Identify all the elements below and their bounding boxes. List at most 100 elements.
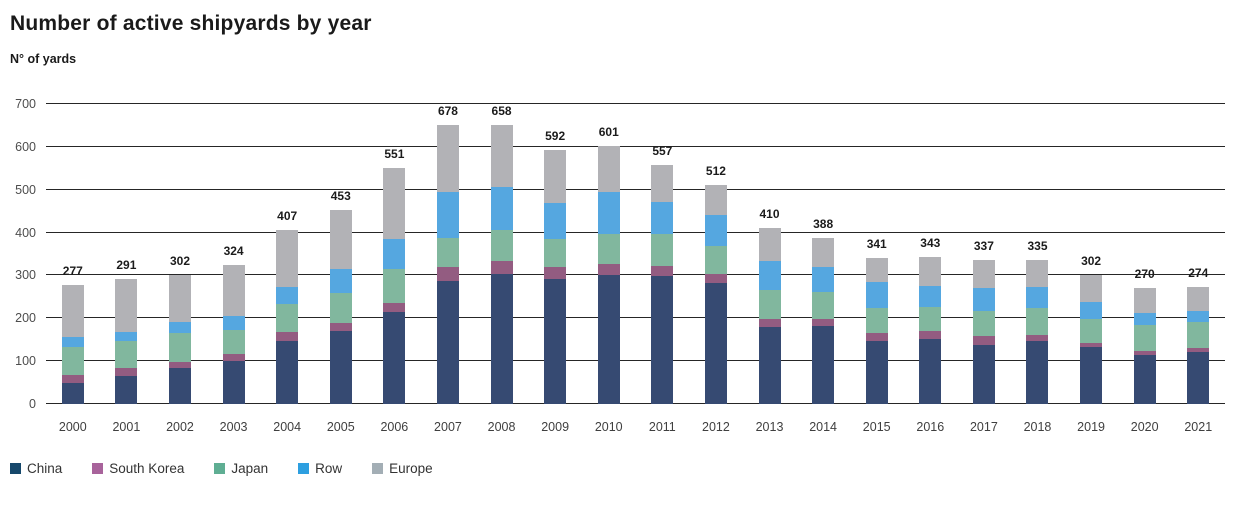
bar-segment-china-2021 (1187, 351, 1210, 404)
x-tick-label-2013: 2013 (755, 420, 784, 434)
bar-segment-europe-2011 (651, 165, 674, 202)
bar-column-2000: 277 (46, 104, 100, 404)
bar-segment-china-2008 (490, 274, 513, 404)
gridline-300 (46, 274, 1225, 276)
bar-segment-china-2010 (597, 275, 620, 404)
y-tick-label-600: 600 (15, 139, 36, 154)
bar-column-2002: 302 (153, 104, 207, 404)
bar-column-2005: 453 (314, 104, 368, 404)
bar-segment-south-korea-2003 (222, 354, 245, 362)
bar-column-2016: 343 (904, 104, 958, 404)
bar-segment-south-korea-2005 (329, 322, 352, 331)
bar-column-2015: 341 (850, 104, 904, 404)
x-tick-label-2010: 2010 (594, 420, 623, 434)
bar-column-2013: 410 (743, 104, 797, 404)
bar-segment-japan-2020 (1133, 325, 1156, 352)
bar-column-2009: 592 (528, 104, 582, 404)
bar-segment-china-2005 (329, 330, 352, 404)
bar-segment-china-2015 (865, 341, 888, 404)
bar-segment-row-2010 (597, 191, 620, 234)
legend-label: Europe (389, 461, 433, 476)
bar-segment-south-korea-2011 (651, 266, 674, 276)
x-tick-label-2012: 2012 (702, 420, 730, 434)
bar-column-2008: 658 (475, 104, 529, 404)
bar-segment-europe-2002 (168, 274, 191, 323)
bar-segment-china-2004 (276, 341, 299, 404)
bar-segment-europe-2016 (919, 257, 942, 287)
bar-segment-china-2016 (919, 338, 942, 404)
bar-segment-japan-2001 (115, 341, 138, 368)
bar-segment-south-korea-2015 (865, 333, 888, 341)
bar-column-2001: 291 (100, 104, 154, 404)
bar-segment-south-korea-2017 (972, 335, 995, 345)
legend-swatch-icon (92, 463, 104, 474)
total-label-2013: 410 (759, 207, 780, 222)
bar-segment-row-2014 (812, 266, 835, 292)
bar-segment-europe-2012 (704, 184, 727, 215)
bar-segment-row-2011 (651, 201, 674, 234)
bar-segment-china-2000 (61, 382, 84, 404)
legend-item-row: Row (298, 461, 342, 476)
bar-segment-row-2017 (972, 287, 995, 312)
bar-column-2003: 324 (207, 104, 261, 404)
bar-segment-china-2020 (1133, 355, 1156, 404)
bar-segment-south-korea-2006 (383, 302, 406, 312)
bar-segment-europe-2005 (329, 209, 352, 270)
bar-segment-europe-2010 (597, 146, 620, 192)
legend-label: Row (315, 461, 343, 476)
gridline-100 (46, 360, 1225, 362)
x-tick-label-2019: 2019 (1077, 420, 1105, 434)
total-label-2000: 277 (62, 264, 83, 279)
total-label-2010: 601 (598, 125, 619, 140)
bar-segment-china-2013 (758, 326, 781, 404)
x-tick-label-2015: 2015 (862, 420, 891, 434)
x-tick-label-2020: 2020 (1130, 420, 1159, 434)
x-tick-label-2000: 2000 (58, 420, 87, 434)
bar-segment-china-2006 (383, 311, 406, 404)
bar-segment-row-2019 (1080, 301, 1103, 319)
bar-column-2010: 601 (582, 104, 636, 404)
bar-segment-china-2018 (1026, 340, 1049, 404)
bar-segment-japan-2016 (919, 306, 942, 331)
bar-segment-europe-2008 (490, 125, 513, 187)
x-tick-label-2005: 2005 (326, 420, 355, 434)
bar-segment-china-2007 (436, 280, 459, 404)
bar-segment-row-2008 (490, 186, 513, 230)
x-tick-label-2006: 2006 (380, 420, 409, 434)
total-label-2018: 335 (1027, 239, 1048, 254)
bar-segment-europe-2000 (61, 285, 84, 337)
bar-segment-row-2016 (919, 286, 942, 307)
bar-segment-japan-2003 (222, 329, 245, 355)
bar-segment-europe-2009 (544, 150, 567, 204)
bar-column-2011: 557 (636, 104, 690, 404)
bar-segment-japan-2015 (865, 307, 888, 334)
total-label-2001: 291 (116, 258, 137, 273)
bar-segment-japan-2018 (1026, 308, 1049, 336)
legend-label: South Korea (109, 461, 185, 476)
bar-segment-europe-2006 (383, 167, 406, 240)
x-tick-label-2007: 2007 (434, 420, 462, 434)
bar-column-2017: 337 (957, 104, 1011, 404)
bar-segment-japan-2006 (383, 268, 406, 303)
legend-item-china: China (10, 461, 62, 476)
bar-segment-south-korea-2021 (1187, 347, 1210, 352)
bar-column-2014: 388 (796, 104, 850, 404)
bar-segment-south-korea-2001 (115, 367, 138, 377)
bar-segment-row-2013 (758, 260, 781, 291)
total-label-2021: 274 (1188, 265, 1209, 280)
bar-segment-south-korea-2012 (704, 274, 727, 284)
bar-segment-europe-2007 (436, 125, 459, 193)
bar-segment-china-2002 (168, 368, 191, 404)
total-label-2017: 337 (973, 238, 994, 253)
y-tick-label-100: 100 (15, 354, 36, 369)
bar-column-2019: 302 (1064, 104, 1118, 404)
bar-column-2021: 274 (1171, 104, 1225, 404)
total-label-2016: 343 (920, 236, 941, 251)
gridline-600 (46, 145, 1225, 147)
total-label-2020: 270 (1134, 267, 1155, 282)
bar-segment-japan-2007 (436, 237, 459, 268)
x-tick-label-2017: 2017 (969, 420, 998, 434)
bar-segment-japan-2005 (329, 293, 352, 323)
legend-swatch-icon (372, 463, 384, 474)
